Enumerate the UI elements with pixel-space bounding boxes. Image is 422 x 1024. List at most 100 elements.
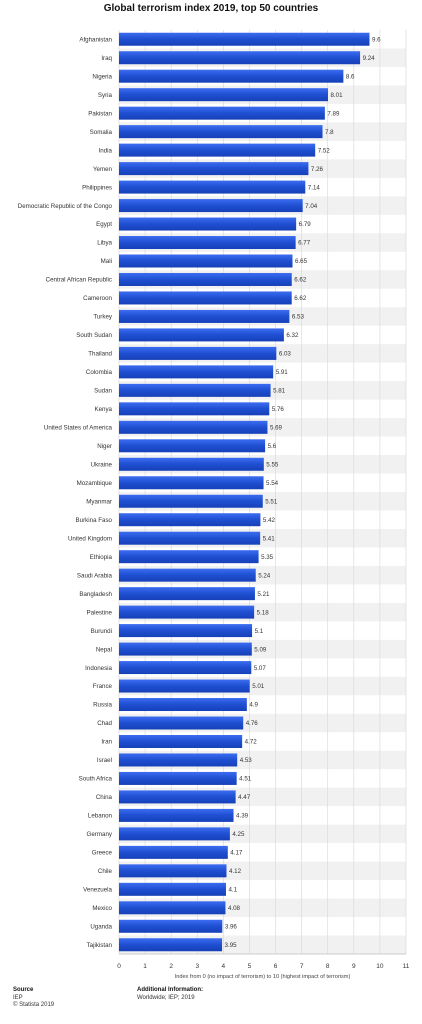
value-label: 5.07 — [254, 665, 267, 672]
bar — [119, 365, 274, 379]
bar — [119, 550, 259, 564]
category-label: Turkey — [93, 314, 113, 321]
bar — [119, 439, 266, 453]
bar — [119, 291, 292, 305]
value-label: 6.65 — [295, 258, 308, 265]
value-label: 4.1 — [228, 887, 237, 894]
value-label: 5.1 — [255, 628, 264, 635]
value-label: 5.91 — [276, 369, 289, 376]
value-label: 5.54 — [266, 480, 279, 487]
category-label: Egypt — [96, 221, 112, 228]
bar — [119, 32, 370, 46]
bar — [119, 143, 316, 157]
bar — [119, 383, 271, 397]
value-label: 3.96 — [225, 923, 238, 930]
category-label: Israel — [97, 757, 112, 764]
bar — [119, 162, 309, 176]
category-label: United States of America — [44, 425, 113, 432]
value-label: 6.32 — [286, 332, 299, 339]
x-tick-label: 2 — [169, 963, 173, 970]
value-label: 5.51 — [265, 498, 278, 505]
bar — [119, 125, 323, 139]
value-label: 5.6 — [268, 443, 277, 450]
category-label: Indonesia — [85, 665, 112, 672]
bar — [119, 568, 256, 582]
x-tick-label: 0 — [117, 963, 121, 970]
bar — [119, 734, 243, 748]
value-label: 5.81 — [273, 388, 286, 395]
additional-info-block: Additional Information: Worldwide; IEP; … — [137, 987, 203, 1002]
category-label: Pakistan — [88, 110, 112, 117]
category-label: Somalia — [90, 129, 113, 136]
category-label: Chile — [98, 868, 113, 875]
value-label: 4.17 — [230, 850, 243, 857]
bar — [119, 106, 325, 120]
category-label: Bangladesh — [79, 591, 112, 598]
value-label: 8.6 — [346, 73, 355, 80]
value-label: 4.25 — [232, 831, 245, 838]
category-label: Russia — [93, 702, 112, 709]
category-label: India — [99, 147, 113, 154]
category-label: Afghanistan — [79, 36, 112, 43]
bar — [119, 402, 270, 416]
value-label: 5.09 — [254, 646, 267, 653]
bar — [119, 698, 247, 712]
value-label: 6.77 — [298, 240, 311, 247]
bar — [119, 808, 234, 822]
value-label: 7.8 — [325, 129, 334, 136]
value-label: 4.51 — [239, 776, 252, 783]
value-label: 4.39 — [236, 813, 249, 820]
value-label: 5.55 — [266, 461, 279, 468]
category-label: Mali — [101, 258, 112, 265]
bar — [119, 69, 344, 83]
value-label: 6.62 — [294, 277, 307, 284]
category-label: Thailand — [88, 351, 112, 358]
category-label: Burkina Faso — [76, 517, 113, 524]
category-label: Yemen — [93, 166, 113, 173]
bar — [119, 919, 223, 933]
category-label: Myanmar — [86, 498, 112, 505]
category-label: Uganda — [90, 923, 112, 930]
category-label: Kenya — [94, 406, 112, 413]
bar — [119, 642, 252, 656]
value-label: 6.79 — [299, 221, 312, 228]
value-label: 4.76 — [246, 720, 259, 727]
bar — [119, 346, 277, 360]
category-label: Colombia — [86, 369, 113, 376]
category-label: South Sudan — [76, 332, 112, 339]
bar — [119, 309, 290, 323]
x-tick-label: 3 — [195, 963, 199, 970]
chart-title: Global terrorism index 2019, top 50 coun… — [103, 3, 319, 14]
bar — [119, 827, 230, 841]
category-label: Philippines — [82, 184, 112, 191]
bar — [119, 790, 236, 804]
source-heading: Source — [13, 987, 34, 993]
category-label: China — [96, 794, 113, 801]
category-label: Venezuela — [83, 887, 112, 894]
category-label: Chad — [97, 720, 112, 727]
category-label: Mozambique — [77, 480, 113, 487]
source-line-1: IEP — [13, 994, 23, 1001]
bar — [119, 845, 228, 859]
category-label: Ethiopia — [90, 554, 113, 561]
bar — [119, 753, 238, 767]
bar — [119, 217, 297, 231]
bar — [119, 771, 237, 785]
category-label: Niger — [97, 443, 112, 450]
value-label: 9.6 — [372, 36, 381, 43]
bar — [119, 587, 255, 601]
x-tick-label: 1 — [143, 963, 147, 970]
value-label: 3.95 — [225, 942, 238, 949]
bar — [119, 51, 361, 65]
category-label: France — [93, 683, 113, 690]
category-label: Democratic Republic of the Congo — [18, 203, 113, 210]
category-label: Tajikistan — [87, 942, 113, 949]
value-label: 5.76 — [272, 406, 285, 413]
bar — [119, 513, 261, 527]
x-tick-label: 6 — [274, 963, 278, 970]
value-label: 4.12 — [229, 868, 242, 875]
x-tick-label: 9 — [352, 963, 356, 970]
x-tick-label: 7 — [300, 963, 304, 970]
x-tick-label: 10 — [376, 963, 384, 970]
category-label: Burundi — [91, 628, 112, 635]
